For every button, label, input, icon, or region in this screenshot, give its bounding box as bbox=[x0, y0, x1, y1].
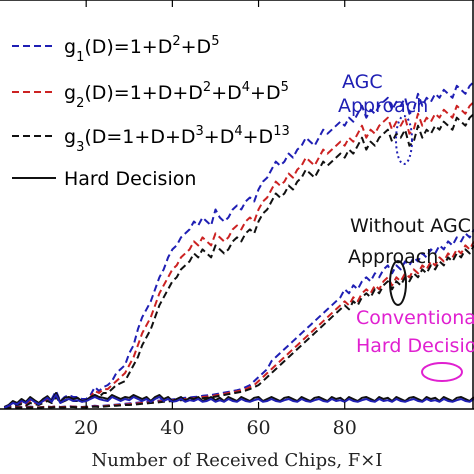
legend-entry-3: g3(D=1+D+D3+D4+D13 bbox=[12, 124, 290, 155]
x-tick-label: 20 bbox=[74, 417, 98, 439]
legend-label-part: 5 bbox=[281, 80, 289, 95]
legend-label-part: 4 bbox=[234, 124, 242, 139]
annotation-conventional-line2: Hard Decision bbox=[356, 335, 474, 357]
x-tick-label: 60 bbox=[246, 417, 270, 439]
without-agc-highlight-ellipse bbox=[389, 260, 407, 306]
legend-label-part: 13 bbox=[273, 124, 290, 139]
legend-label: g1(D)=1+D2+D5 bbox=[64, 34, 219, 65]
axes-layer: 20 40 60 80 bbox=[0, 0, 474, 439]
x-tick-label: 40 bbox=[160, 417, 184, 439]
annotation-without-agc-line1: Without AGC bbox=[350, 215, 471, 237]
legend-entry-4: Hard Decision bbox=[12, 168, 196, 190]
annotation-agc-line2: Approach bbox=[338, 95, 428, 117]
legend-label-part: 2 bbox=[172, 34, 180, 49]
legend-label-part: g bbox=[64, 126, 76, 148]
agc-highlight-ellipse bbox=[395, 115, 413, 165]
legend-label-part: (D)=1+D+D bbox=[84, 82, 203, 104]
annotation-without-agc-line2: Approach bbox=[348, 246, 438, 268]
legend-label-part: 1 bbox=[76, 50, 84, 65]
legend-label-part: +D bbox=[250, 82, 281, 104]
legend-label-part: 5 bbox=[211, 34, 219, 49]
legend: g1(D)=1+D2+D5g2(D)=1+D+D2+D4+D5g3(D=1+D+… bbox=[12, 34, 290, 190]
legend-label-part: +D bbox=[181, 36, 212, 58]
legend-label-part: (D=1+D+D bbox=[84, 126, 195, 148]
legend-label-part: +D bbox=[243, 126, 274, 148]
series-line-agc_g1 bbox=[3, 81, 474, 408]
x-axis-label: Number of Received Chips, F×I bbox=[92, 450, 383, 471]
x-tick-label: 80 bbox=[333, 417, 357, 439]
annotation-conventional-line1: Conventional bbox=[356, 307, 474, 329]
legend-label-part: 4 bbox=[242, 80, 250, 95]
conventional-highlight-ellipse bbox=[421, 362, 463, 382]
legend-entry-1: g1(D)=1+D2+D5 bbox=[12, 34, 219, 65]
series-layer bbox=[3, 81, 474, 410]
legend-label: Hard Decision bbox=[64, 168, 196, 190]
legend-entry-2: g2(D)=1+D+D2+D4+D5 bbox=[12, 80, 289, 111]
legend-label-part: 2 bbox=[203, 80, 211, 95]
legend-label-part: g bbox=[64, 82, 76, 104]
legend-label-part: (D)=1+D bbox=[84, 36, 172, 58]
legend-label-part: 2 bbox=[76, 96, 84, 111]
legend-label-part: +D bbox=[204, 126, 235, 148]
legend-label-part: g bbox=[64, 36, 76, 58]
series-line-hard_conventional bbox=[3, 394, 474, 409]
legend-label: g2(D)=1+D+D2+D4+D5 bbox=[64, 80, 289, 111]
series-line-noagc_g3 bbox=[4, 244, 474, 410]
legend-label-part: +D bbox=[211, 82, 242, 104]
annotation-agc-line1: AGC bbox=[342, 71, 383, 93]
legend-label: g3(D=1+D+D3+D4+D13 bbox=[64, 124, 290, 155]
legend-label-part: 3 bbox=[76, 140, 84, 155]
legend-label-part: 3 bbox=[196, 124, 204, 139]
